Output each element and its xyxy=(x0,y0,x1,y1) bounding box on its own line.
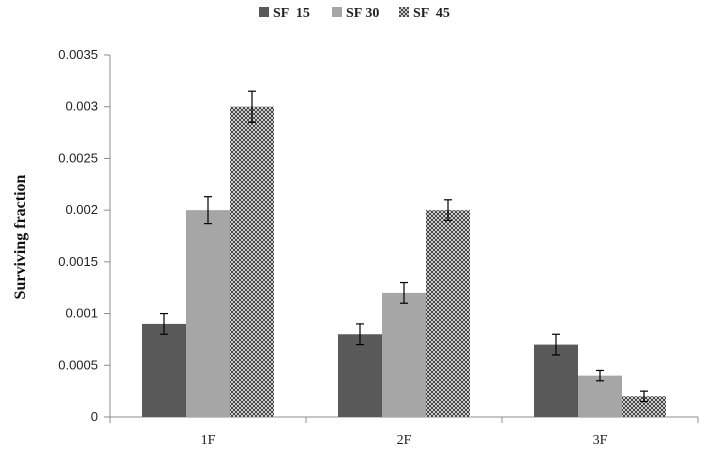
bar xyxy=(338,334,382,417)
bar xyxy=(578,375,622,417)
y-tick-label: 0.0015 xyxy=(58,254,98,269)
y-tick-label: 0 xyxy=(91,409,98,424)
bar xyxy=(382,292,426,417)
y-tick-label: 0.003 xyxy=(65,99,98,114)
bar xyxy=(142,323,186,417)
legend-swatch xyxy=(399,7,409,17)
bar xyxy=(230,106,274,417)
y-tick-label: 0.0025 xyxy=(58,150,98,165)
legend-label: SF 30 xyxy=(346,6,379,21)
y-tick-label: 0.001 xyxy=(65,306,98,321)
legend-swatch xyxy=(259,7,269,17)
y-axis-title: Surviving fraction xyxy=(12,174,29,299)
x-axis: 1F 2F 3F xyxy=(109,416,699,448)
chart-legend: SF 15 SF 30 SF 45 xyxy=(259,6,450,21)
y-tick-label: 0.002 xyxy=(65,202,98,217)
y-axis: 0 0.0005 0.001 0.0015 0.002 0.0025 0.003 0.0035 xyxy=(58,47,111,424)
bar xyxy=(426,210,470,417)
x-category-label: 3F xyxy=(593,433,608,448)
bar xyxy=(622,396,666,417)
legend-label: SF 15 xyxy=(273,6,310,21)
x-category-label: 2F xyxy=(397,433,412,448)
bar xyxy=(534,344,578,417)
bar xyxy=(186,210,230,417)
y-tick-label: 0.0005 xyxy=(58,357,98,372)
legend-label: SF 45 xyxy=(413,6,450,21)
legend-swatch xyxy=(332,7,342,17)
bars xyxy=(142,90,666,417)
y-tick-label: 0.0035 xyxy=(58,47,98,62)
x-category-label: 1F xyxy=(201,433,216,448)
